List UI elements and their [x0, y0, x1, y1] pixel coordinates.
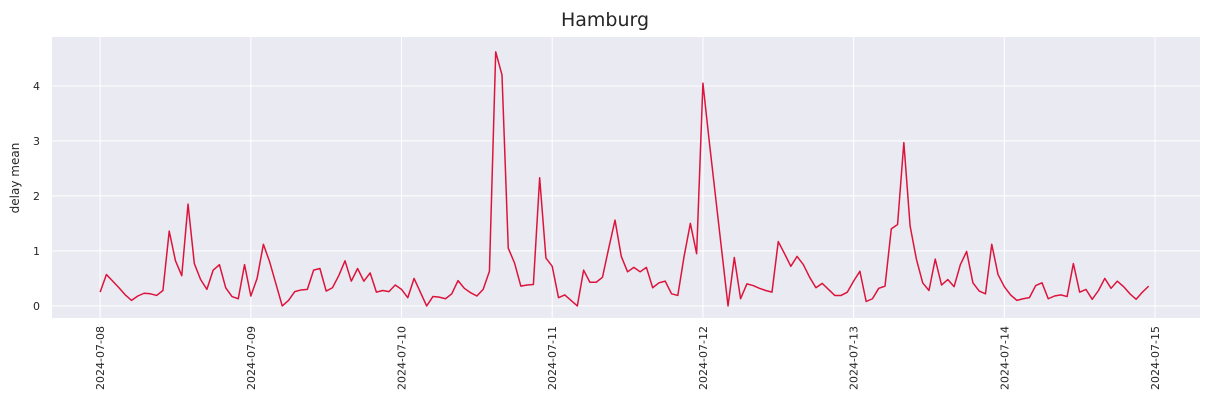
y-tick-label: 1	[33, 245, 40, 258]
x-tick-label: 2024-07-14	[998, 326, 1011, 390]
x-tick-label: 2024-07-11	[546, 326, 559, 390]
y-tick-label: 3	[33, 135, 40, 148]
marks	[99, 51, 1150, 307]
x-tick-label: 2024-07-12	[697, 326, 710, 390]
y-tick-label: 4	[33, 80, 40, 93]
grid	[52, 37, 1200, 318]
y-axis-label: delay mean	[8, 143, 22, 214]
x-tick-label: 2024-07-15	[1149, 326, 1162, 390]
x-tick-label: 2024-07-13	[848, 326, 861, 390]
x-tick-label: 2024-07-08	[94, 326, 107, 390]
data-line	[99, 51, 1150, 307]
y-tick-label: 0	[33, 300, 40, 313]
x-tick-label: 2024-07-09	[245, 326, 258, 390]
chart-title: Hamburg	[561, 9, 649, 31]
x-tick-label: 2024-07-10	[396, 326, 409, 390]
y-tick-label: 2	[33, 190, 40, 203]
plot-area	[52, 37, 1200, 318]
